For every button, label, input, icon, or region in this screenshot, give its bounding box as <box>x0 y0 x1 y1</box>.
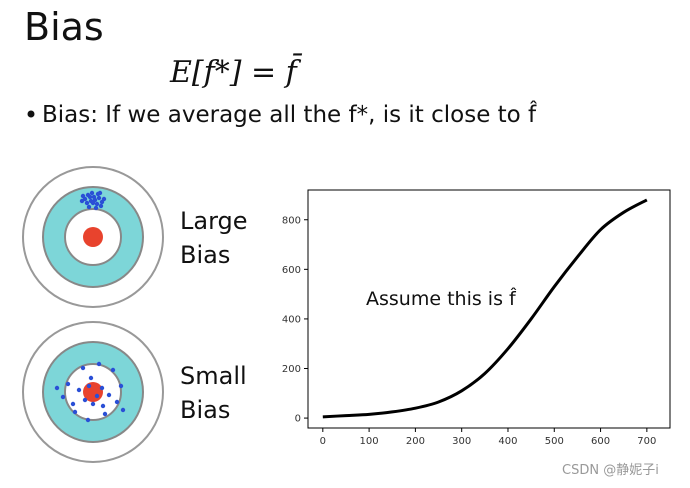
shot <box>94 201 100 207</box>
shot <box>101 196 107 202</box>
shot <box>70 401 76 407</box>
plot-frame <box>307 189 671 429</box>
shot <box>54 385 60 391</box>
shot <box>79 198 85 204</box>
plot: 0 100 200 300 400 500 600 700 0 200 400 600 800 Assum… <box>282 198 656 447</box>
bullet-text: Bias: If we average all the f*, is it cl… <box>42 101 537 128</box>
shot <box>97 190 103 196</box>
y-tick-label: 400 <box>282 314 301 325</box>
target-label: Bias <box>180 241 230 269</box>
shot <box>99 385 105 391</box>
target-label: Small <box>180 362 247 390</box>
shot <box>90 401 96 407</box>
target-center <box>83 227 103 247</box>
y-tick-label: 800 <box>282 215 301 226</box>
targets: Large Bias Small Bias <box>22 166 248 463</box>
x-tick-label: 600 <box>591 436 610 447</box>
shot <box>96 195 102 201</box>
shot <box>106 392 112 398</box>
watermark: CSDN @静妮子i <box>562 463 659 478</box>
y-tick-label: 200 <box>282 364 301 375</box>
shot <box>118 383 124 389</box>
shot <box>60 394 66 400</box>
shot <box>76 387 82 393</box>
shot <box>88 198 94 204</box>
shot <box>114 399 120 405</box>
x-tick-label: 0 <box>320 436 326 447</box>
shot <box>102 411 108 417</box>
x-tick-label: 300 <box>452 436 471 447</box>
shot <box>80 365 86 371</box>
shot <box>88 375 94 381</box>
shot <box>96 361 102 367</box>
x-tick-label: 500 <box>545 436 564 447</box>
x-tick-label: 700 <box>637 436 656 447</box>
annotation: Assume this is f̂ <box>366 288 517 310</box>
shot <box>120 407 126 413</box>
shot <box>91 194 97 200</box>
x-tick-label: 400 <box>498 436 517 447</box>
shot <box>80 193 86 199</box>
bullet-dot <box>27 110 35 118</box>
shot <box>98 203 104 209</box>
target-label: Bias <box>180 396 230 424</box>
y-tick-label: 600 <box>282 265 301 276</box>
shot <box>85 417 91 423</box>
shot <box>85 192 91 198</box>
x-tick-label: 200 <box>406 436 425 447</box>
shot <box>86 383 92 389</box>
shot <box>93 205 99 211</box>
curve <box>322 198 648 419</box>
shot <box>84 200 90 206</box>
shot <box>89 190 95 196</box>
shot <box>65 381 71 387</box>
shot <box>82 397 88 403</box>
shot <box>100 403 106 409</box>
formula: E[f*] = f̄ <box>169 52 302 90</box>
y-tick-label: 0 <box>295 414 301 425</box>
shot <box>86 204 92 210</box>
target-label: Large <box>180 207 248 235</box>
x-tick-label: 100 <box>360 436 379 447</box>
shot <box>94 393 100 399</box>
slide-title: Bias <box>24 5 104 49</box>
shot <box>72 409 78 415</box>
shot <box>110 367 116 373</box>
